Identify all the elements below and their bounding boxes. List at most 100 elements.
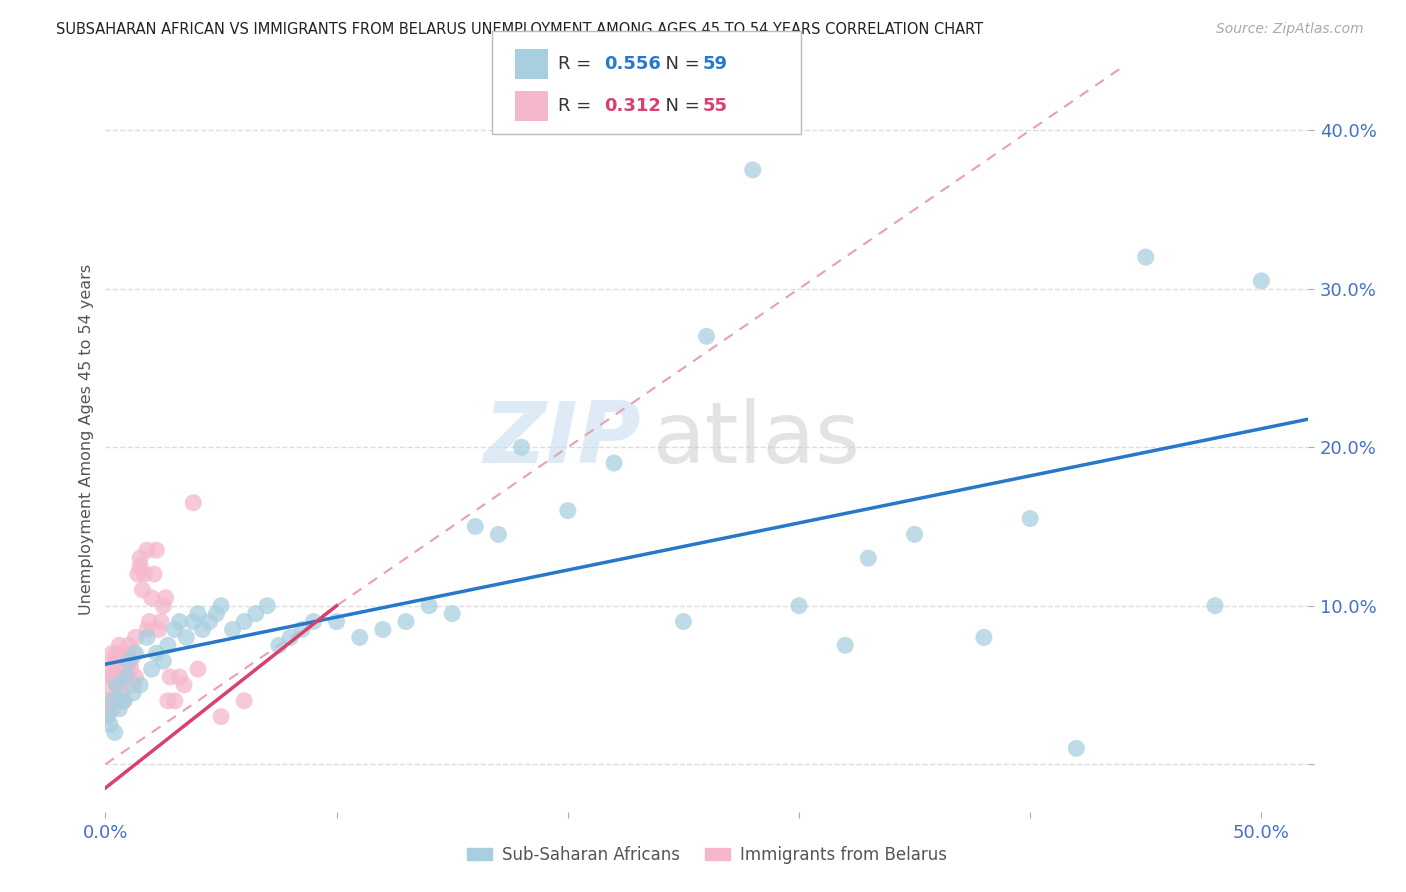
Text: 59: 59: [703, 54, 728, 73]
Point: [108, 702, 131, 716]
Point: [176, 631, 198, 645]
Point: [233, 615, 256, 629]
Point: [97, 678, 120, 692]
Point: [169, 670, 191, 684]
Point: [120, 662, 142, 676]
Point: [834, 638, 856, 652]
Point: [903, 527, 925, 541]
Text: ZIP: ZIP: [482, 398, 640, 481]
Point: [152, 599, 174, 613]
Point: [325, 615, 347, 629]
Point: [143, 567, 166, 582]
Point: [97, 702, 120, 716]
Point: [267, 638, 290, 652]
Point: [122, 678, 145, 692]
Point: [291, 623, 314, 637]
Point: [141, 591, 163, 605]
Point: [134, 567, 156, 582]
Point: [302, 615, 325, 629]
Point: [695, 329, 717, 343]
Point: [117, 670, 139, 684]
Point: [105, 678, 128, 692]
Point: [124, 670, 146, 684]
Point: [96, 709, 118, 723]
Point: [115, 654, 138, 668]
Point: [209, 599, 232, 613]
Point: [112, 694, 135, 708]
Point: [488, 527, 510, 541]
Point: [98, 670, 121, 684]
Point: [1250, 274, 1272, 288]
Point: [105, 646, 128, 660]
Point: [105, 654, 128, 668]
Point: [104, 670, 127, 684]
Point: [233, 694, 256, 708]
Y-axis label: Unemployment Among Ages 45 to 54 years: Unemployment Among Ages 45 to 54 years: [79, 264, 94, 615]
Point: [124, 631, 146, 645]
Text: atlas: atlas: [652, 398, 860, 481]
Point: [245, 607, 267, 621]
Point: [127, 567, 149, 582]
Point: [198, 615, 221, 629]
Point: [163, 623, 186, 637]
Point: [557, 503, 579, 517]
Point: [145, 646, 167, 660]
Point: [101, 702, 124, 716]
Legend: Sub-Saharan Africans, Immigrants from Belarus: Sub-Saharan Africans, Immigrants from Be…: [460, 839, 953, 871]
Point: [136, 631, 159, 645]
Point: [98, 694, 121, 708]
Point: [1135, 250, 1157, 264]
Point: [108, 678, 131, 692]
Point: [280, 631, 302, 645]
Point: [858, 551, 880, 566]
Point: [111, 694, 134, 708]
Point: [138, 615, 160, 629]
Text: R =: R =: [558, 97, 598, 115]
Point: [141, 662, 163, 676]
Point: [129, 678, 152, 692]
Point: [145, 543, 167, 558]
Point: [101, 654, 124, 668]
Point: [100, 662, 122, 676]
Point: [209, 709, 232, 723]
Point: [122, 646, 145, 660]
Point: [191, 623, 214, 637]
Point: [418, 599, 440, 613]
Point: [105, 678, 128, 692]
Point: [464, 519, 486, 533]
Point: [136, 543, 159, 558]
Point: [101, 646, 124, 660]
Point: [120, 654, 142, 668]
Point: [371, 623, 394, 637]
Point: [129, 559, 152, 574]
Point: [97, 694, 120, 708]
Text: N =: N =: [654, 97, 706, 115]
Point: [104, 725, 127, 739]
Text: SUBSAHARAN AFRICAN VS IMMIGRANTS FROM BELARUS UNEMPLOYMENT AMONG AGES 45 TO 54 Y: SUBSAHARAN AFRICAN VS IMMIGRANTS FROM BE…: [56, 22, 983, 37]
Point: [115, 670, 138, 684]
Point: [136, 623, 159, 637]
Point: [149, 615, 172, 629]
Point: [1066, 741, 1088, 756]
Point: [101, 694, 124, 708]
Point: [510, 440, 533, 454]
Point: [169, 615, 191, 629]
Point: [152, 654, 174, 668]
Point: [111, 686, 134, 700]
Point: [112, 694, 135, 708]
Text: 55: 55: [703, 97, 728, 115]
Point: [159, 670, 181, 684]
Point: [129, 551, 152, 566]
Point: [155, 591, 177, 605]
Point: [672, 615, 695, 629]
Point: [173, 678, 195, 692]
Point: [441, 607, 464, 621]
Point: [124, 646, 146, 660]
Text: 0.556: 0.556: [605, 54, 661, 73]
Point: [221, 623, 243, 637]
Point: [741, 162, 763, 177]
Point: [163, 694, 186, 708]
Point: [148, 623, 170, 637]
Point: [349, 631, 371, 645]
Point: [108, 638, 131, 652]
